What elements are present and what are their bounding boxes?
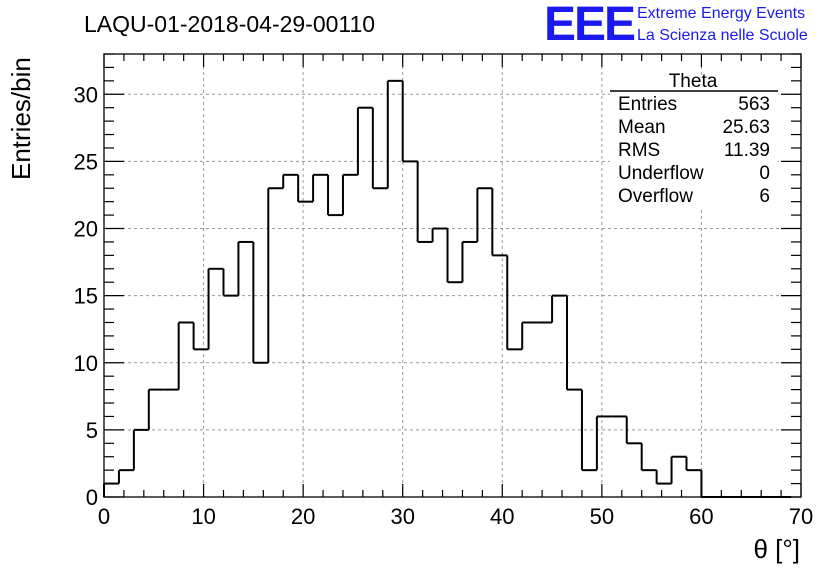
histogram-bin-39 — [685, 456, 702, 472]
histogram-bin-9 — [237, 240, 254, 296]
histogram-bin-5 — [177, 321, 194, 390]
histogram-bin-36 — [640, 443, 657, 472]
y-tick-label-0: 0 — [86, 485, 98, 510]
histogram-series — [103, 79, 792, 498]
histogram-bin-31 — [566, 295, 582, 391]
y-tick-label-20: 20 — [74, 217, 98, 242]
stat-value-rms: 11.39 — [724, 140, 770, 161]
histogram-bin-2 — [132, 428, 149, 471]
x-tick-label-70: 70 — [789, 504, 813, 529]
histogram-bin-30 — [551, 294, 568, 323]
histogram-bin-17 — [356, 106, 373, 175]
y-tick-label-15: 15 — [74, 284, 98, 309]
x-tick-label-30: 30 — [390, 504, 414, 529]
stat-value-overflow: 6 — [759, 186, 770, 207]
histogram-bin-10 — [252, 241, 269, 364]
x-tick-label-20: 20 — [291, 504, 315, 529]
y-tick-label-10: 10 — [74, 351, 98, 376]
histogram-bin-8 — [222, 268, 239, 297]
stat-label-mean: Mean — [618, 117, 666, 138]
stat-label-rms: RMS — [618, 140, 660, 161]
histogram-bin-15 — [327, 174, 343, 217]
y-tick-label-30: 30 — [74, 82, 98, 107]
histogram-bin-28 — [521, 321, 538, 350]
stat-label-overflow: Overflow — [618, 186, 693, 207]
histogram-bin-0 — [103, 482, 119, 497]
histogram-bin-11 — [267, 187, 284, 363]
chart-title: LAQU-01-2018-04-29-00110 — [84, 11, 375, 37]
histogram-bin-12 — [282, 173, 299, 189]
histogram-bin-14 — [312, 173, 329, 202]
x-tick-label-50: 50 — [590, 504, 614, 529]
histogram-bin-18 — [371, 107, 388, 190]
histogram-bin-38 — [670, 455, 687, 484]
histogram-bin-1 — [117, 469, 134, 484]
histogram-bin-7 — [207, 267, 224, 350]
histogram-bin-22 — [431, 227, 448, 242]
logo-line-1: Extreme Energy Events — [637, 5, 805, 22]
histogram-bin-24 — [461, 240, 478, 283]
histogram-bin-13 — [297, 174, 314, 203]
x-tick-label-10: 10 — [191, 504, 215, 529]
x-axis-title: θ [°] — [753, 534, 800, 564]
histogram-bin-32 — [580, 389, 597, 472]
stat-label-underflow: Underflow — [618, 163, 704, 184]
y-axis-title: Entries/bin — [6, 57, 36, 180]
stat-label-entries: Entries — [618, 94, 677, 115]
histogram-bin-40 — [700, 470, 717, 498]
histogram-bin-6 — [192, 322, 209, 351]
histogram-bin-20 — [401, 80, 418, 163]
histogram-bin-3 — [147, 388, 164, 430]
histogram-bin-16 — [341, 173, 358, 216]
eee-logo-mark: EEE — [544, 0, 635, 51]
histogram-bin-21 — [416, 161, 433, 243]
x-tick-label-0: 0 — [98, 504, 110, 529]
histogram-bin-37 — [655, 470, 672, 485]
stat-value-entries: 563 — [738, 94, 770, 115]
logo-line-2: La Scienza nelle Scuole — [637, 27, 808, 44]
stat-value-mean: 25.63 — [722, 117, 770, 138]
plot-frame — [103, 53, 802, 498]
stat-value-underflow: 0 — [759, 163, 770, 184]
x-tick-label-60: 60 — [689, 504, 713, 529]
histogram-bin-35 — [625, 416, 642, 445]
y-tick-label-25: 25 — [74, 149, 98, 174]
stats-box: Theta Entries 563 Mean 25.63 RMS 11.39 U… — [610, 71, 778, 210]
stats-title: Theta — [669, 71, 718, 92]
histogram-bin-33 — [595, 415, 612, 471]
histogram-bin-23 — [446, 228, 463, 284]
stats-box-background — [610, 78, 778, 210]
histogram-bin-26 — [491, 188, 508, 257]
y-tick-label-5: 5 — [86, 418, 98, 443]
histogram-bin-19 — [386, 79, 403, 189]
histogram-bin-25 — [476, 187, 493, 242]
histogram-bin-27 — [506, 255, 523, 351]
x-tick-label-40: 40 — [490, 504, 514, 529]
